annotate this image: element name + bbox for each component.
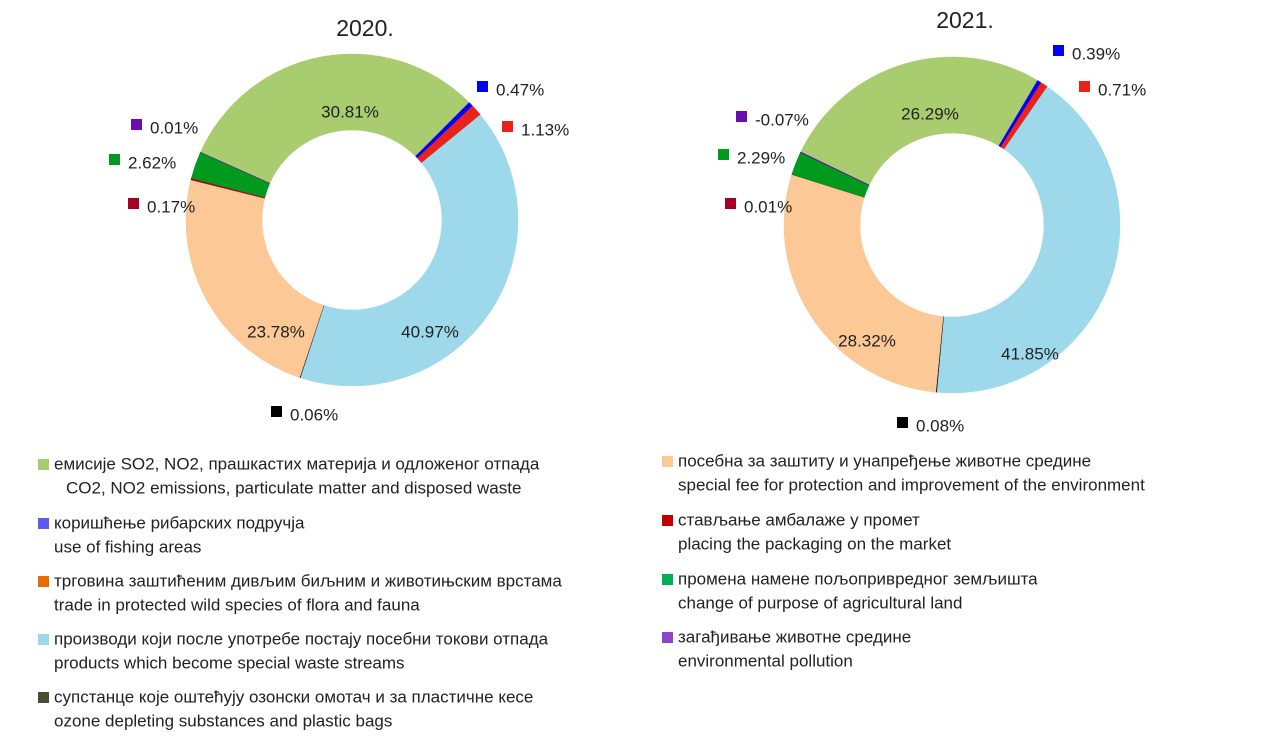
donut-segment	[200, 151, 271, 184]
legend-swatch	[662, 632, 673, 643]
legend-label-en: environmental pollution	[678, 651, 853, 670]
legend-swatch	[38, 518, 49, 529]
data-label: 0.39%	[1072, 44, 1120, 63]
legend-label: трговина заштићеним дивљим биљним и живо…	[54, 571, 562, 590]
label-marker	[736, 111, 747, 122]
legend-label-en: products which become special waste stre…	[54, 653, 405, 672]
donut-segment	[936, 86, 1121, 394]
data-label: 0.17%	[147, 197, 195, 216]
legend-label-en: placing the packaging on the market	[678, 534, 951, 553]
legend-label: емисије SO2, NO2, прашкастих материја и …	[54, 454, 540, 473]
donut-segment	[800, 151, 870, 186]
donut-segment	[185, 179, 324, 378]
data-label: 0.01%	[150, 118, 198, 137]
data-label: 2.29%	[737, 148, 785, 167]
legend-label-en: CO2, NO2 emissions, particulate matter a…	[66, 478, 521, 497]
legend-swatch	[662, 574, 673, 585]
label-marker	[109, 154, 120, 165]
data-label: 40.97%	[401, 322, 459, 341]
label-marker	[897, 417, 908, 428]
donut-segment	[299, 114, 519, 387]
data-label: 28.32%	[838, 331, 896, 350]
label-marker	[477, 81, 488, 92]
legend-swatch	[662, 515, 673, 526]
donut-segment	[783, 174, 944, 393]
legend-swatch	[662, 456, 673, 467]
label-marker	[1053, 45, 1064, 56]
chart-title: 2020.	[336, 15, 394, 41]
legend-label: посебна за заштиту и унапређење животне …	[678, 451, 1091, 470]
data-label: 0.01%	[744, 197, 792, 216]
legend-label: промена намене пољопривредног земљишта	[678, 569, 1038, 588]
donut-segment	[800, 56, 1038, 186]
legend-swatch	[38, 576, 49, 587]
label-marker	[131, 119, 142, 130]
legend-label: коришћење рибарских подручја	[54, 513, 305, 532]
data-label: -0.07%	[755, 110, 809, 129]
legend-label-en: use of fishing areas	[54, 537, 201, 556]
legend-label-en: trade in protected wild species of flora…	[54, 595, 420, 614]
legend-label: загађивање животне средине	[678, 627, 911, 646]
legend-label: супстанце које оштећују озонски омотач и…	[54, 687, 533, 706]
label-marker	[725, 198, 736, 209]
data-label: 1.13%	[521, 120, 569, 139]
chart-title: 2021.	[936, 7, 994, 33]
legend-label-en: change of purpose of agricultural land	[678, 593, 962, 612]
data-label: 26.29%	[901, 104, 959, 123]
legend-label-en: ozone depleting substances and plastic b…	[54, 711, 392, 730]
data-label: 0.06%	[290, 405, 338, 424]
legend-swatch	[38, 692, 49, 703]
data-label: 23.78%	[247, 322, 305, 341]
data-label: 2.62%	[128, 153, 176, 172]
label-marker	[271, 406, 282, 417]
data-label: 0.08%	[916, 416, 964, 435]
label-marker	[718, 149, 729, 160]
label-marker	[502, 121, 513, 132]
legend-label: стављање амбалаже у промет	[678, 510, 920, 529]
data-label: 30.81%	[321, 102, 379, 121]
donut-segment	[200, 53, 470, 184]
legend-swatch	[38, 459, 49, 470]
legend-label-en: special fee for protection and improveme…	[678, 475, 1145, 494]
data-label: 0.71%	[1098, 80, 1146, 99]
legend-swatch	[38, 634, 49, 645]
data-label: 0.47%	[496, 80, 544, 99]
label-marker	[128, 198, 139, 209]
data-label: 41.85%	[1001, 344, 1059, 363]
label-marker	[1079, 81, 1090, 92]
legend-label: производи који после употребе постају по…	[54, 629, 549, 648]
